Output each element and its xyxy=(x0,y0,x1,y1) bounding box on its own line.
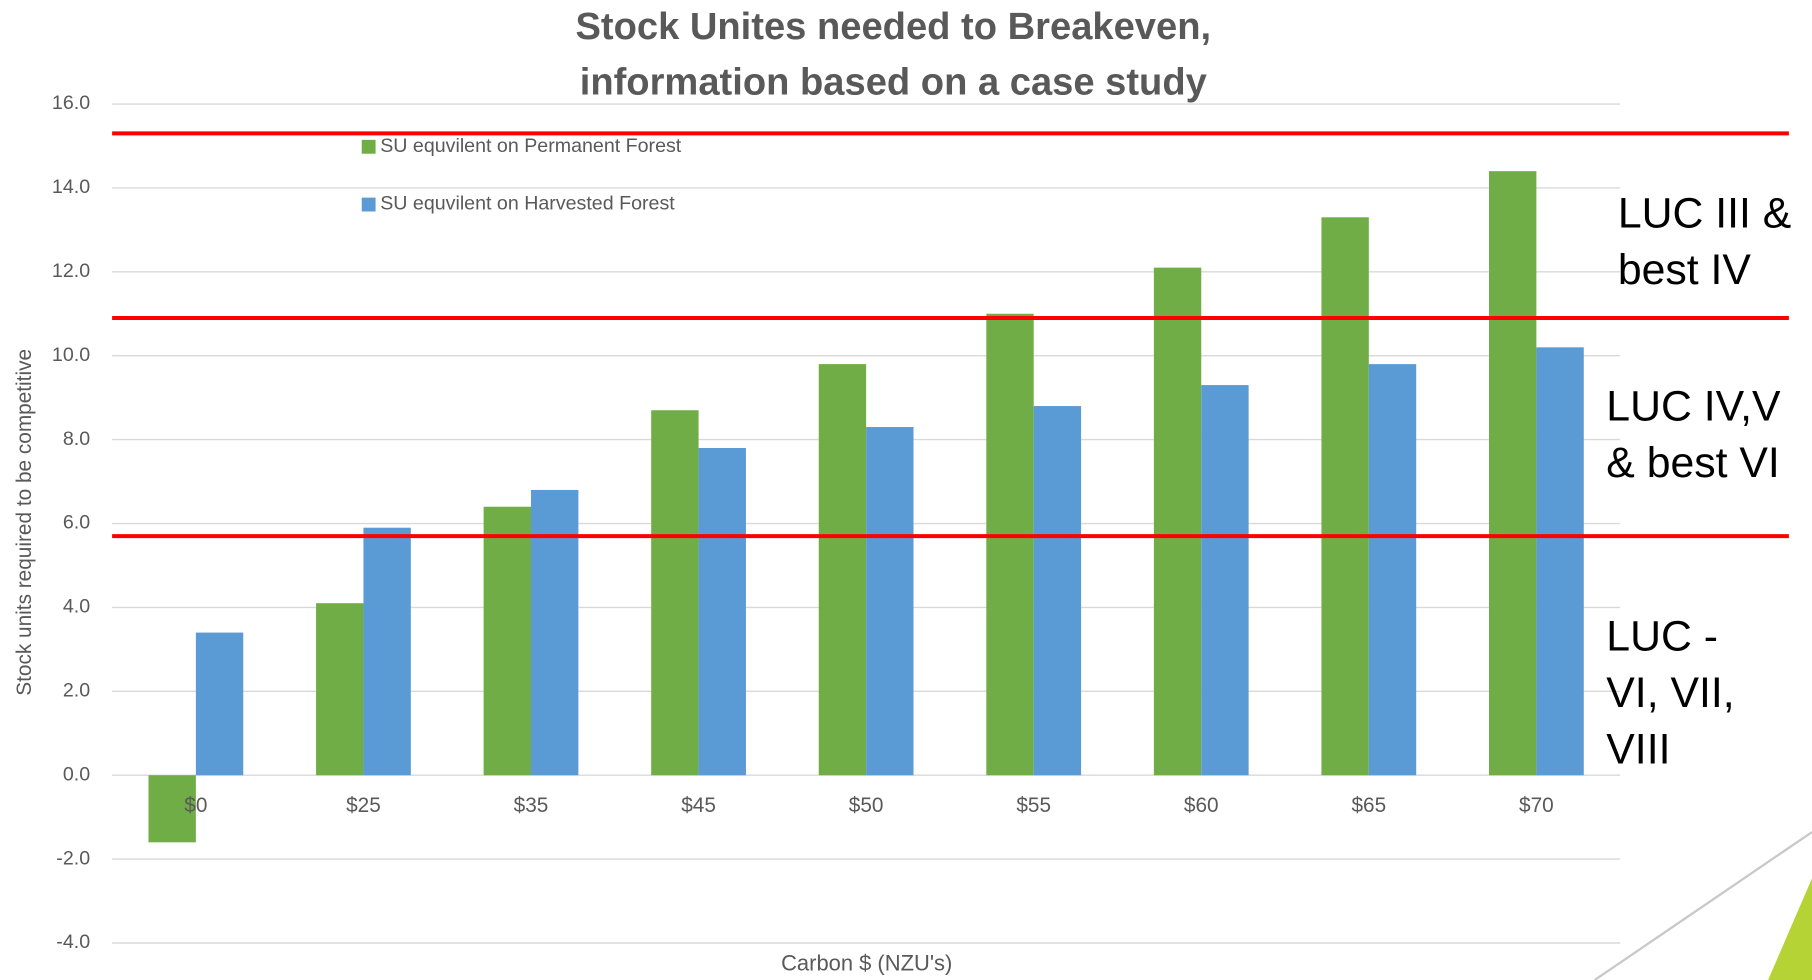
y-tick-label: 16.0 xyxy=(52,92,90,114)
annotation: LUC IV,V xyxy=(1606,382,1781,430)
legend-swatch xyxy=(361,197,376,212)
x-axis-label: Carbon $ (NZU's) xyxy=(781,951,952,976)
chart-title: Stock Unites needed to Breakeven, xyxy=(575,5,1211,48)
decoration-line xyxy=(1594,831,1812,980)
x-tick-label: $45 xyxy=(681,794,716,817)
y-tick-label: -4.0 xyxy=(56,931,90,953)
y-tick-label: 8.0 xyxy=(63,428,90,450)
bar xyxy=(1489,171,1537,776)
x-tick-label: $65 xyxy=(1351,794,1386,817)
x-tick-label: $70 xyxy=(1519,794,1554,817)
bar xyxy=(651,410,699,776)
annotation: LUC - xyxy=(1606,612,1718,660)
x-tick-label: $50 xyxy=(849,794,884,817)
bar xyxy=(866,427,914,776)
bar xyxy=(1033,406,1082,776)
annotation: & best VI xyxy=(1606,439,1779,487)
bar xyxy=(1368,364,1417,776)
x-tick-label: $0 xyxy=(184,794,207,817)
bar xyxy=(316,603,364,776)
bar xyxy=(986,313,1034,776)
bar xyxy=(1321,217,1369,776)
x-tick-label: $35 xyxy=(514,794,549,817)
y-tick-label: 4.0 xyxy=(63,596,90,618)
bar xyxy=(818,364,867,776)
chart-title: information based on a case study xyxy=(580,60,1207,103)
annotation: best IV xyxy=(1618,246,1752,294)
bar xyxy=(483,506,532,776)
bar xyxy=(1153,267,1202,776)
decoration xyxy=(1768,878,1812,980)
bar xyxy=(1536,347,1584,776)
y-tick-label: 10.0 xyxy=(52,344,90,366)
bar xyxy=(1201,385,1249,776)
bar xyxy=(531,489,579,776)
bar xyxy=(195,632,244,776)
annotation: VIII xyxy=(1606,726,1670,774)
bar xyxy=(148,775,196,843)
y-tick-label: 0.0 xyxy=(63,763,90,785)
legend-label: SU equvilent on Permanent Forest xyxy=(380,135,682,157)
annotation: VI, VII, xyxy=(1606,669,1734,717)
x-tick-label: $55 xyxy=(1016,794,1051,817)
bar xyxy=(698,448,746,776)
x-tick-label: $25 xyxy=(346,794,381,817)
y-tick-label: 2.0 xyxy=(63,679,90,701)
x-tick-label: $60 xyxy=(1184,794,1219,817)
y-tick-label: 12.0 xyxy=(52,260,90,282)
y-axis-label: Stock units required to be competitive xyxy=(13,349,36,696)
y-tick-label: 14.0 xyxy=(52,176,90,198)
annotation: LUC III & xyxy=(1618,189,1791,237)
legend-label: SU equvilent on Harvested Forest xyxy=(380,193,675,215)
y-tick-label: -2.0 xyxy=(56,847,90,869)
legend-swatch xyxy=(361,139,376,154)
y-tick-label: 6.0 xyxy=(63,512,90,534)
bar xyxy=(363,527,411,776)
